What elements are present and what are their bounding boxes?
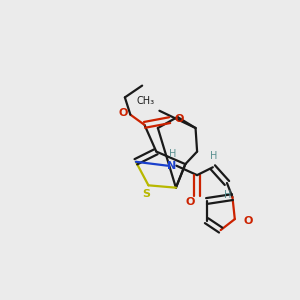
Text: O: O bbox=[118, 108, 128, 118]
Text: H: H bbox=[169, 149, 176, 159]
Text: N: N bbox=[167, 161, 177, 171]
Text: H: H bbox=[210, 151, 217, 161]
Text: S: S bbox=[142, 189, 150, 199]
Text: H: H bbox=[224, 190, 231, 200]
Text: O: O bbox=[186, 197, 195, 207]
Text: O: O bbox=[244, 216, 253, 226]
Text: O: O bbox=[174, 114, 183, 124]
Text: CH₃: CH₃ bbox=[137, 96, 155, 106]
